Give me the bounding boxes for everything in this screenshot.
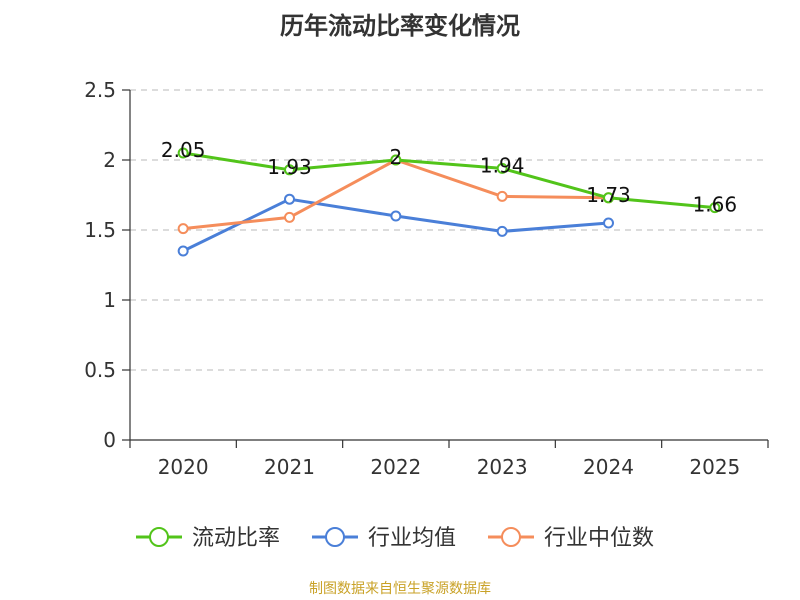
legend-item-2[interactable]: 行业中位数 (488, 526, 654, 551)
data-point (390, 210, 402, 222)
y-tick-label: 0.5 (84, 358, 116, 382)
chart-title: 历年流动比率变化情况 (280, 12, 520, 40)
data-point (496, 190, 508, 202)
y-tick-label: 1 (103, 288, 116, 312)
source-note: 制图数据来自恒生聚源数据库 (309, 581, 491, 597)
y-tick-label: 1.5 (84, 218, 116, 242)
legend-marker (325, 527, 345, 547)
data-point (390, 154, 402, 166)
series-line (182, 151, 715, 210)
data-point (603, 217, 614, 229)
data-point (284, 164, 295, 176)
legend-item-1[interactable]: 行业均值 (312, 526, 456, 551)
data-label: 1.66 (693, 193, 738, 217)
legend-label: 流动比率 (192, 526, 280, 551)
x-tick-label: 2022 (370, 455, 421, 479)
data-point (709, 202, 721, 214)
legend[interactable]: 流动比率 行业均值 行业中位数 (136, 526, 654, 551)
series-1 (177, 193, 614, 257)
data-label: 1.93 (267, 155, 312, 179)
x-tick-label: 2024 (583, 455, 634, 479)
series-0 (177, 147, 721, 214)
x-tick-label: 2020 (158, 455, 209, 479)
data-point (496, 162, 508, 174)
data-point (603, 192, 614, 204)
series-lines (177, 147, 721, 257)
data-label: 1.94 (480, 153, 525, 177)
series-line (182, 197, 609, 253)
data-point (496, 225, 508, 237)
data-point (177, 223, 189, 235)
data-point (177, 147, 189, 159)
y-tick-label: 2.5 (84, 78, 116, 102)
legend-label: 行业中位数 (544, 526, 654, 551)
x-tick-label: 2023 (477, 455, 528, 479)
data-point (284, 193, 295, 205)
grid-lines (130, 89, 768, 371)
data-point (177, 245, 189, 257)
data-label: 1.73 (586, 183, 631, 207)
data-label: 2.05 (161, 138, 206, 162)
x-tick-label: 2021 (264, 455, 315, 479)
y-tick-label: 2 (103, 148, 116, 172)
y-tick-label: 0 (103, 428, 116, 452)
data-labels: 2.05 1.93 2 1.94 1.73 1.66 (161, 138, 737, 217)
data-point (284, 211, 295, 223)
legend-marker (149, 527, 169, 547)
legend-marker (501, 527, 521, 547)
x-tick-label: 2025 (689, 455, 740, 479)
axes: 0 0.5 1 1.5 2 2.5 2020 2021 2022 2023 2024 2025 (84, 78, 769, 479)
legend-item-0[interactable]: 流动比率 (136, 526, 280, 551)
legend-label: 行业均值 (368, 526, 456, 551)
data-label: 2 (389, 145, 402, 169)
